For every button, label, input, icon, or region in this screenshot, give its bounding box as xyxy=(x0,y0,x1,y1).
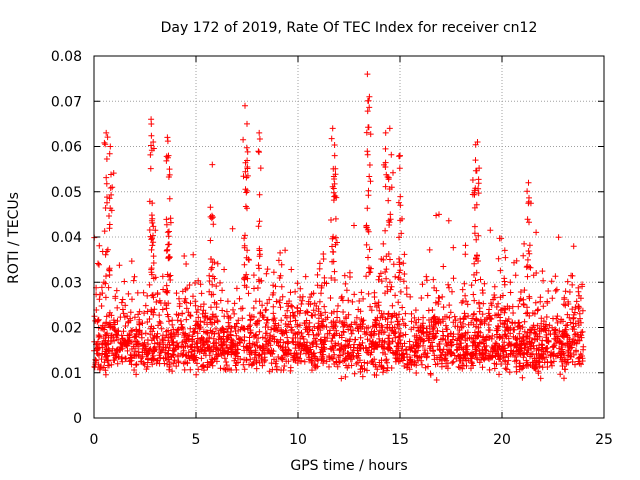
tick-labels: 0 5 10 15 20 25 0 0.01 0.02 0.03 0.04 0.05 0.06 0.07 0… xyxy=(51,49,613,448)
y-tick-label: 0 xyxy=(73,411,82,427)
y-tick-label: 0.06 xyxy=(51,140,82,156)
y-tick-label: 0.01 xyxy=(51,366,82,382)
y-tick-label: 0.03 xyxy=(51,275,82,291)
x-tick-label: 20 xyxy=(493,432,511,448)
roti-points xyxy=(91,71,587,383)
y-tick-label: 0.07 xyxy=(51,94,82,110)
x-tick-label: 15 xyxy=(391,432,409,448)
x-axis-label: GPS time / hours xyxy=(290,458,407,474)
x-tick-label: 0 xyxy=(90,432,99,448)
y-tick-label: 0.05 xyxy=(51,185,82,201)
scatter-points xyxy=(91,71,587,383)
y-tick-label: 0.04 xyxy=(51,230,82,246)
x-tick-label: 10 xyxy=(289,432,307,448)
y-tick-label: 0.02 xyxy=(51,321,82,337)
chart-title: Day 172 of 2019, Rate Of TEC Index for r… xyxy=(161,20,538,36)
x-tick-label: 5 xyxy=(192,432,201,448)
axis-ticks xyxy=(93,55,605,419)
x-tick-label: 25 xyxy=(595,432,613,448)
y-axis-label: ROTI / TECUs xyxy=(6,192,22,284)
grid xyxy=(94,56,604,418)
y-tick-label: 0.08 xyxy=(51,49,82,65)
